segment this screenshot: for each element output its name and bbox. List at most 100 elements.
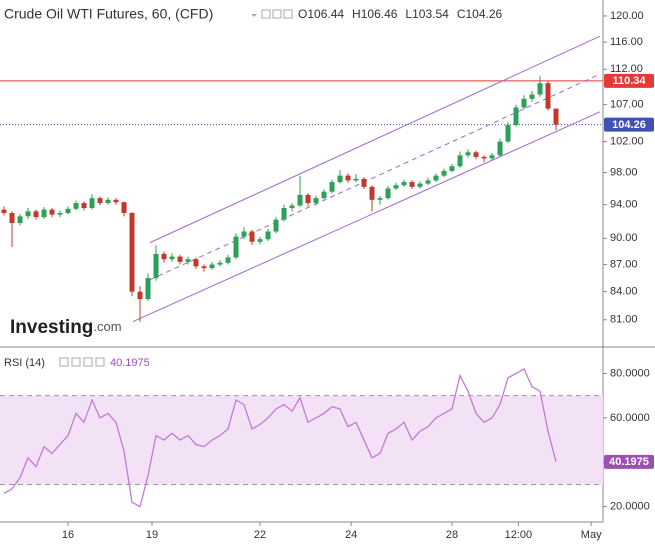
candle-body <box>161 253 167 260</box>
candle-body <box>177 256 183 262</box>
candle-body <box>73 203 79 209</box>
candle-body <box>137 291 143 300</box>
candle-body <box>153 253 159 278</box>
candle-body <box>241 231 247 237</box>
ohlc-value: 106.46 <box>361 7 398 21</box>
candle-body <box>497 141 503 156</box>
ohlc-value: 106.44 <box>307 7 344 21</box>
rsi-name: RSI (14) <box>4 357 45 369</box>
y-tick-label: 87.00 <box>610 258 638 270</box>
candle-body <box>417 183 423 187</box>
candle-body <box>385 188 391 199</box>
candle-body <box>489 155 495 159</box>
x-tick-label: 19 <box>146 529 158 541</box>
ohlc-letter: H <box>352 7 361 21</box>
candle-body <box>113 199 119 203</box>
candle-body <box>361 178 367 187</box>
candle-body <box>313 198 319 204</box>
rsi-value-box <box>604 454 654 469</box>
y-tick-label: 112.00 <box>610 63 643 75</box>
x-tick-label: 28 <box>446 529 458 541</box>
candle-body <box>369 186 375 200</box>
candle-body <box>9 212 15 224</box>
candle-body <box>457 155 463 167</box>
candle-body <box>553 108 559 125</box>
candle-body <box>377 198 383 200</box>
candle-body <box>513 107 519 126</box>
candle-body <box>353 178 359 181</box>
ohlc-value: 104.26 <box>465 7 502 21</box>
candle-body <box>193 259 199 267</box>
candle-body <box>145 277 151 300</box>
candle-body <box>17 216 23 224</box>
candle-body <box>1 209 7 213</box>
y-tick-label: 60.0000 <box>610 412 650 424</box>
channel-upper <box>149 35 601 244</box>
price-level-box <box>604 73 654 88</box>
candle-body <box>33 211 39 218</box>
ohlc-letter: O <box>298 7 307 21</box>
candle-body <box>473 152 479 157</box>
candle-body <box>537 83 543 95</box>
x-tick-label: 22 <box>254 529 266 541</box>
watermark: Investing.com <box>10 317 122 338</box>
ohlc-value: 103.54 <box>412 7 449 21</box>
ohlc-letter: L <box>405 7 412 21</box>
candle-body <box>481 156 487 159</box>
rsi-band <box>0 395 603 485</box>
x-tick-label: 24 <box>345 529 357 541</box>
y-tick-label: 107.00 <box>610 98 644 110</box>
y-tick-label: 94.00 <box>610 199 638 211</box>
y-tick-label: 90.00 <box>610 232 638 244</box>
candle-body <box>41 209 47 218</box>
candle-body <box>505 125 511 142</box>
candle-body <box>25 211 31 217</box>
candle-body <box>345 175 351 181</box>
candle-body <box>209 264 215 269</box>
candle-body <box>65 208 71 213</box>
candle-body <box>545 83 551 109</box>
price-level-box <box>604 117 654 132</box>
y-tick-label: 81.00 <box>610 314 638 326</box>
candle-body <box>201 266 207 269</box>
y-tick-label: 80.0000 <box>610 367 650 379</box>
candle-body <box>329 182 335 192</box>
y-tick-label: 102.00 <box>610 135 644 147</box>
candle-body <box>305 194 311 204</box>
candle-body <box>321 191 327 199</box>
y-tick-label: 116.00 <box>610 36 643 48</box>
watermark-text: Investing <box>10 317 93 338</box>
candle-body <box>297 194 303 206</box>
channel-lower <box>132 111 601 323</box>
x-tick-label: 16 <box>62 529 74 541</box>
candle-body <box>129 212 135 292</box>
ohlc-letter: C <box>457 7 466 21</box>
candle-body <box>57 212 63 215</box>
candle-body <box>465 152 471 156</box>
candle-body <box>49 209 55 215</box>
candle-body <box>265 231 271 240</box>
candle-body <box>81 203 87 209</box>
ohlc-header: O106.44 H106.46 L103.54 C104.26 <box>298 7 503 21</box>
candle-body <box>425 180 431 184</box>
candle-body <box>97 198 103 204</box>
candle-body <box>185 259 191 262</box>
chart-title: Crude Oil WTI Futures, 60, (CFD) <box>4 6 213 22</box>
candle-body <box>441 170 447 176</box>
candle-body <box>273 219 279 232</box>
rsi-line <box>3 368 557 508</box>
watermark-suffix: .com <box>93 319 121 334</box>
header-icons <box>59 9 293 367</box>
candle-body <box>289 205 295 209</box>
y-tick-label: 98.00 <box>610 166 638 178</box>
candle-body <box>257 239 263 242</box>
x-tick-label: 12:00 <box>505 529 533 541</box>
candle-body <box>169 256 175 260</box>
candle-body <box>449 166 455 171</box>
candle-body <box>521 98 527 108</box>
candle-body <box>393 185 399 189</box>
candle-body <box>121 202 127 213</box>
candle-body <box>105 199 111 204</box>
candle-body <box>249 231 255 242</box>
